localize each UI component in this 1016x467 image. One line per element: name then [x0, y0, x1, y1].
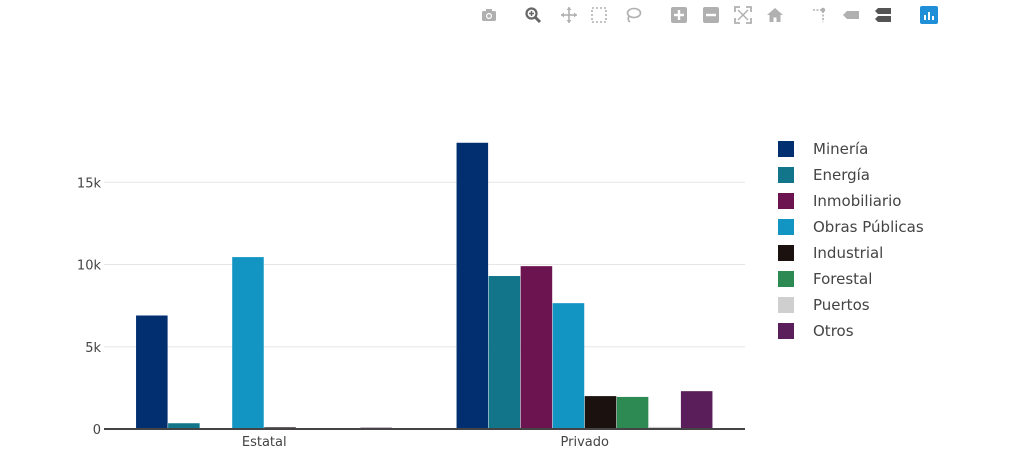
bar[interactable]: [488, 276, 521, 429]
legend: Minería Energía Inmobiliario Obras Públicas…: [778, 140, 924, 340]
zoom-out-icon[interactable]: [700, 4, 722, 26]
axes: 0 5k 10k 15k Estatal Privado: [77, 176, 745, 450]
legend-swatch: [778, 167, 794, 183]
bar[interactable]: [552, 303, 585, 429]
legend-label: Inmobiliario: [813, 192, 901, 210]
legend-item[interactable]: Energía: [778, 166, 870, 184]
zoom-icon[interactable]: [522, 4, 544, 26]
bar[interactable]: [520, 266, 553, 429]
legend-label: Puertos: [813, 296, 870, 314]
y-tick-label: 5k: [85, 341, 101, 356]
pan-icon[interactable]: [558, 4, 580, 26]
x-tick-label: Privado: [561, 435, 609, 450]
bar[interactable]: [680, 391, 713, 429]
legend-swatch: [778, 219, 794, 235]
gridlines: [104, 181, 745, 348]
legend-item[interactable]: Obras Públicas: [778, 218, 924, 236]
bar[interactable]: [456, 142, 489, 429]
y-tick-label: 10k: [77, 259, 102, 274]
legend-label: Obras Públicas: [813, 218, 924, 236]
bar-series: [136, 142, 713, 429]
bar[interactable]: [584, 396, 617, 429]
legend-item[interactable]: Otros: [778, 322, 854, 340]
legend-item[interactable]: Forestal: [778, 270, 872, 288]
zoom-in-icon[interactable]: [668, 4, 690, 26]
plotly-logo-icon[interactable]: [918, 4, 940, 26]
home-icon[interactable]: [764, 4, 786, 26]
legend-label: Industrial: [813, 244, 883, 262]
legend-label: Minería: [813, 140, 868, 158]
bar[interactable]: [168, 423, 200, 429]
autoscale-icon[interactable]: [732, 4, 754, 26]
y-tick-label: 0: [93, 423, 101, 438]
legend-label: Otros: [813, 322, 854, 340]
bar[interactable]: [616, 396, 649, 429]
legend-swatch: [778, 141, 794, 157]
legend-item[interactable]: Inmobiliario: [778, 192, 901, 210]
legend-swatch: [778, 245, 794, 261]
legend-item[interactable]: Minería: [778, 140, 868, 158]
spike-lines-icon[interactable]: [808, 4, 830, 26]
legend-item[interactable]: Industrial: [778, 244, 883, 262]
chart-modebar: [478, 4, 948, 28]
y-tick-label: 15k: [77, 176, 102, 191]
legend-swatch: [778, 297, 794, 313]
bar[interactable]: [648, 426, 681, 429]
hover-compare-icon[interactable]: [872, 4, 894, 26]
x-tick-label: Estatal: [242, 435, 287, 450]
legend-swatch: [778, 323, 794, 339]
legend-label: Energía: [813, 166, 870, 184]
bar[interactable]: [232, 257, 264, 429]
legend-swatch: [778, 193, 794, 209]
hover-closest-icon[interactable]: [840, 4, 862, 26]
lasso-select-icon[interactable]: [622, 4, 644, 26]
bar[interactable]: [136, 315, 168, 429]
camera-icon[interactable]: [478, 4, 500, 26]
legend-label: Forestal: [813, 270, 872, 288]
legend-item[interactable]: Puertos: [778, 296, 870, 314]
legend-swatch: [778, 271, 794, 287]
box-select-icon[interactable]: [588, 4, 610, 26]
